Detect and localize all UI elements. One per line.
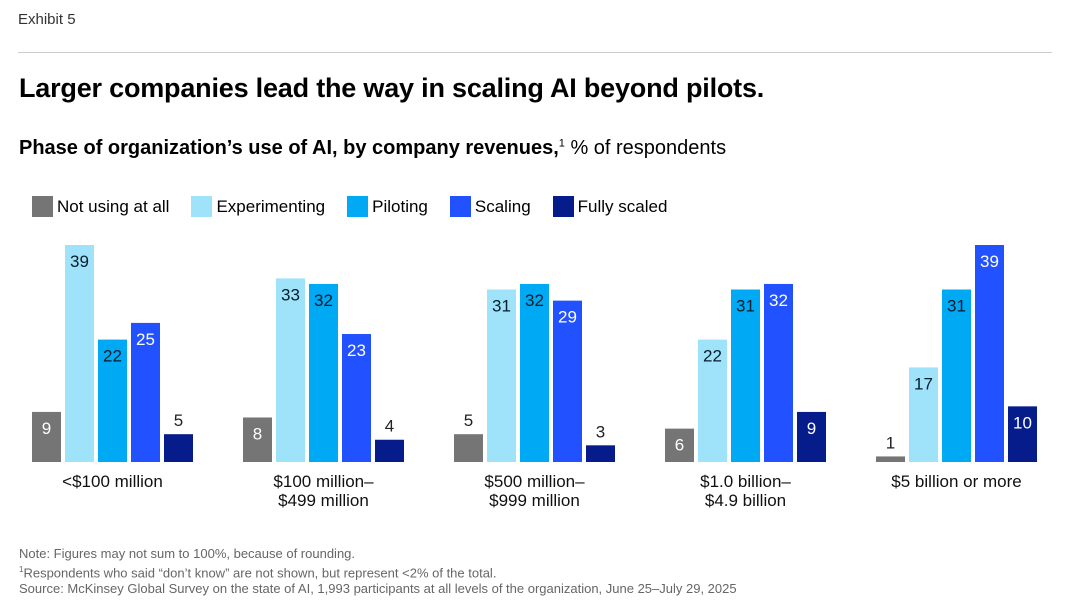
legend-item-piloting: Piloting xyxy=(347,196,428,217)
exhibit-label: Exhibit 5 xyxy=(18,11,76,28)
category-label: $4.9 billion xyxy=(705,491,786,510)
footnote-body: Respondents who said “don’t know” are no… xyxy=(23,565,497,581)
legend-swatch xyxy=(32,196,53,217)
data-label: 5 xyxy=(464,411,473,430)
bar-scaling xyxy=(764,283,793,462)
data-label: 8 xyxy=(253,424,262,443)
category-label: $100 million– xyxy=(273,472,374,491)
legend-label: Piloting xyxy=(372,196,428,216)
category-label: $5 billion or more xyxy=(891,472,1021,491)
data-label: 5 xyxy=(174,411,183,430)
data-label: 31 xyxy=(736,297,755,316)
bar-not-using-at-all xyxy=(454,434,483,462)
bar-piloting xyxy=(731,289,760,462)
bar-fully-scaled xyxy=(375,439,404,462)
bar-piloting xyxy=(309,283,338,462)
note-text: Note: Figures may not sum to 100%, becau… xyxy=(19,546,356,561)
category-label: $500 million– xyxy=(484,472,585,491)
chart-title: Larger companies lead the way in scaling… xyxy=(19,73,765,103)
data-label: 4 xyxy=(385,417,394,436)
data-label: 10 xyxy=(1013,413,1032,432)
bar-fully-scaled xyxy=(586,445,615,462)
data-label: 29 xyxy=(558,308,577,327)
bar-fully-scaled xyxy=(164,434,193,462)
data-label: 22 xyxy=(103,347,122,366)
bar-piloting xyxy=(98,339,127,462)
legend-label: Scaling xyxy=(474,196,531,216)
bar-not-using-at-all xyxy=(665,428,694,462)
bar-not-using-at-all xyxy=(876,456,905,462)
legend-item-experimenting: Experimenting xyxy=(191,196,325,217)
data-label: 25 xyxy=(136,330,155,349)
chart-subtitle: Phase of organization’s use of AI, by co… xyxy=(19,137,726,160)
data-label: 32 xyxy=(769,291,788,310)
category-label: $499 million xyxy=(278,491,369,510)
bar-scaling xyxy=(342,334,371,462)
bar-not-using-at-all xyxy=(243,417,272,462)
data-label: 6 xyxy=(675,436,684,455)
legend-item-scaling: Scaling xyxy=(449,196,531,217)
data-label: 31 xyxy=(492,297,511,316)
legend-item-not-using-at-all: Not using at all xyxy=(32,196,169,217)
legend-label: Fully scaled xyxy=(577,196,668,216)
bar-piloting xyxy=(520,283,549,462)
bar-scaling xyxy=(553,300,582,462)
legend-swatch xyxy=(347,196,369,217)
data-label: 39 xyxy=(980,252,999,271)
bar-piloting xyxy=(942,289,971,462)
bar-scaling xyxy=(975,245,1004,462)
bar-experimenting xyxy=(909,367,938,462)
divider xyxy=(18,52,1052,53)
bar-not-using-at-all xyxy=(32,411,61,462)
notes: Note: Figures may not sum to 100%, becau… xyxy=(19,546,737,597)
legend-swatch xyxy=(191,196,213,217)
data-label: 23 xyxy=(347,341,366,360)
data-label: 39 xyxy=(70,252,89,271)
category-label: $1.0 billion– xyxy=(700,472,791,491)
data-label: 33 xyxy=(281,285,300,304)
data-label: 32 xyxy=(525,291,544,310)
legend: Not using at all Experimenting Piloting Sca… xyxy=(32,196,667,217)
legend-label: Experimenting xyxy=(216,196,326,216)
bar-experimenting xyxy=(65,245,94,462)
footnote-text: 1Respondents who said “don’t know” are n… xyxy=(19,562,737,581)
subtitle-bold: Phase of organization’s use of AI, by co… xyxy=(19,137,559,159)
legend-label: Not using at all xyxy=(57,196,170,216)
category-label: $999 million xyxy=(489,491,580,510)
bar-experimenting xyxy=(276,278,305,462)
legend-swatch xyxy=(552,196,574,217)
data-label: 17 xyxy=(914,374,933,393)
data-label: 32 xyxy=(314,291,333,310)
subtitle-unit: % of respondents xyxy=(564,137,727,159)
footnote-mark: 1 xyxy=(19,565,24,574)
bar-scaling xyxy=(131,322,160,462)
source-text: Source: McKinsey Global Survey on the st… xyxy=(19,581,737,597)
legend-item-fully-scaled: Fully scaled xyxy=(552,196,668,217)
bar-experimenting xyxy=(487,289,516,462)
data-label: 22 xyxy=(703,347,722,366)
data-label: 1 xyxy=(886,433,895,452)
bar-fully-scaled xyxy=(1008,406,1037,462)
data-label: 9 xyxy=(807,419,816,438)
data-label: 31 xyxy=(947,297,966,316)
data-label: 3 xyxy=(596,422,605,441)
category-label: <$100 million xyxy=(62,472,163,491)
footnote-mark: 1 xyxy=(558,137,565,150)
data-label: 9 xyxy=(42,419,51,438)
legend-swatch xyxy=(449,196,471,217)
bar-fully-scaled xyxy=(797,411,826,462)
bar-experimenting xyxy=(698,339,727,462)
